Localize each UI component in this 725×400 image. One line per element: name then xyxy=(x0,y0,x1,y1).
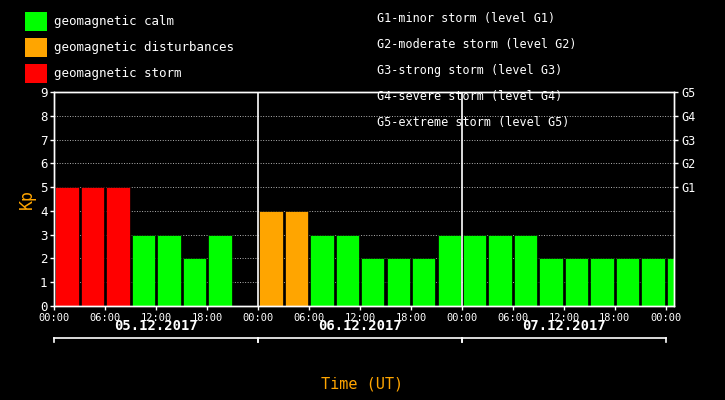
Bar xyxy=(667,258,690,306)
Bar xyxy=(539,258,563,306)
Bar xyxy=(386,258,410,306)
Bar xyxy=(361,258,384,306)
Bar xyxy=(260,211,283,306)
Text: 05.12.2017: 05.12.2017 xyxy=(115,319,198,333)
Text: 07.12.2017: 07.12.2017 xyxy=(522,319,605,333)
Text: G2-moderate storm (level G2): G2-moderate storm (level G2) xyxy=(377,38,576,51)
Text: G3-strong storm (level G3): G3-strong storm (level G3) xyxy=(377,64,563,77)
Text: geomagnetic disturbances: geomagnetic disturbances xyxy=(54,41,234,54)
Bar xyxy=(438,235,461,306)
Text: G1-minor storm (level G1): G1-minor storm (level G1) xyxy=(377,12,555,25)
Bar xyxy=(183,258,206,306)
Bar xyxy=(285,211,308,306)
Bar xyxy=(132,235,155,306)
Y-axis label: Kp: Kp xyxy=(18,189,36,209)
Bar xyxy=(616,258,639,306)
Bar xyxy=(310,235,334,306)
Text: G5-extreme storm (level G5): G5-extreme storm (level G5) xyxy=(377,116,569,129)
Bar xyxy=(81,187,104,306)
Bar xyxy=(590,258,614,306)
Bar xyxy=(565,258,588,306)
Text: geomagnetic storm: geomagnetic storm xyxy=(54,67,182,80)
Bar xyxy=(208,235,231,306)
Text: 06.12.2017: 06.12.2017 xyxy=(318,319,402,333)
Bar xyxy=(489,235,512,306)
Bar xyxy=(463,235,486,306)
Text: geomagnetic calm: geomagnetic calm xyxy=(54,15,175,28)
Bar xyxy=(514,235,537,306)
Bar xyxy=(412,258,436,306)
Text: Time (UT): Time (UT) xyxy=(321,376,404,392)
Bar xyxy=(157,235,181,306)
Bar xyxy=(642,258,665,306)
Bar xyxy=(107,187,130,306)
Text: G4-severe storm (level G4): G4-severe storm (level G4) xyxy=(377,90,563,103)
Bar xyxy=(55,187,79,306)
Bar xyxy=(336,235,359,306)
